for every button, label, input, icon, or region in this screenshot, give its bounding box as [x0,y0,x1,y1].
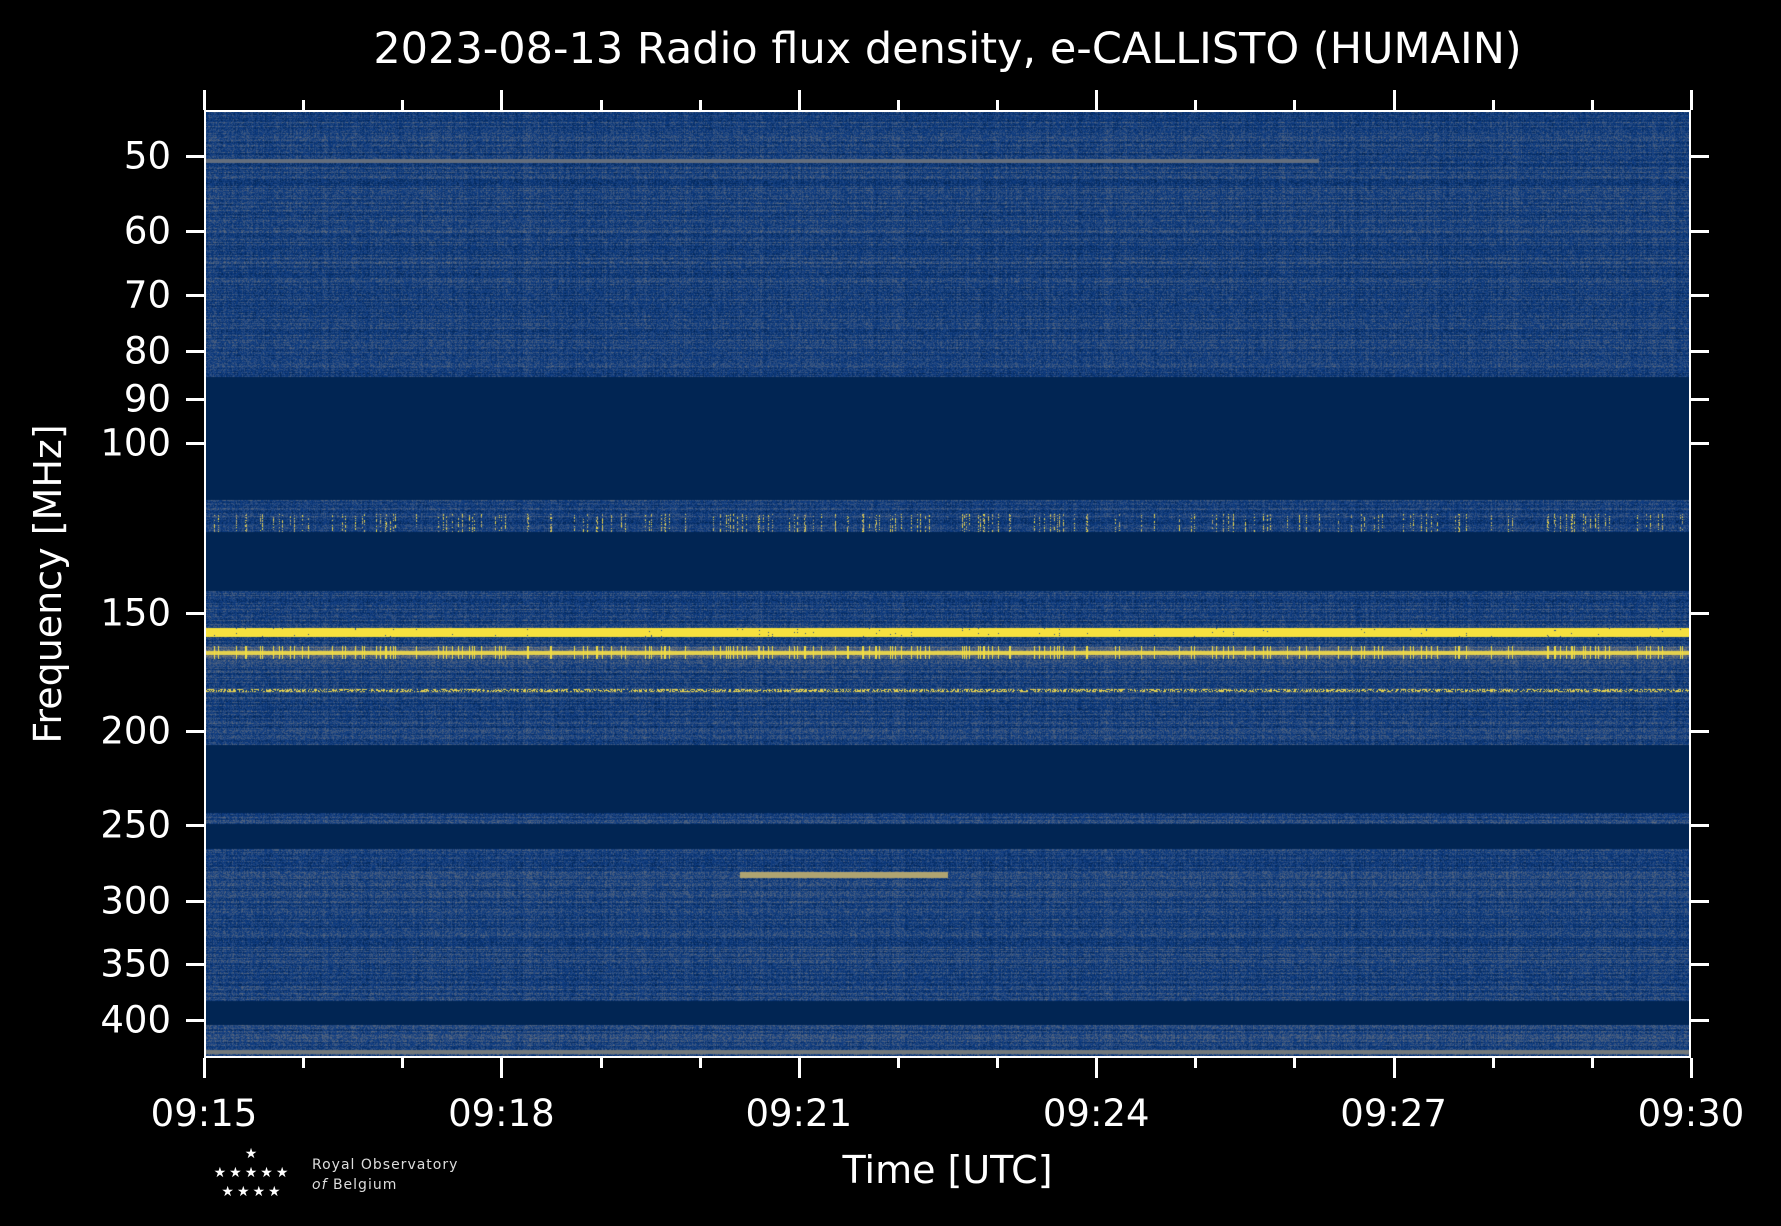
y-tick-mark-right [1691,442,1709,445]
x-tick-mark [797,1058,801,1078]
x-tick-mark [896,1058,900,1068]
logo-line2: Belgium [332,1177,398,1193]
y-tick-mark [186,1019,204,1022]
y-tick-label: 60 [123,209,171,253]
x-tick-mark [203,1058,206,1078]
y-tick-label: 400 [100,998,171,1042]
chart-title: 2023-08-13 Radio flux density, e-CALLIST… [373,24,1522,74]
x-tick-mark [698,1058,702,1068]
y-tick-mark-right [1691,350,1709,353]
y-tick-label: 80 [123,329,171,373]
y-tick-label: 200 [100,709,171,753]
y-tick-mark-right [1691,963,1709,966]
y-tick-label: 150 [100,591,171,635]
x-tick-label: 09:24 [1042,1092,1150,1135]
x-tick-mark-top [599,100,603,110]
y-tick-mark [186,230,204,233]
x-tick-mark [599,1058,603,1068]
x-tick-label: 09:30 [1637,1092,1745,1135]
y-tick-label: 90 [123,377,171,421]
x-tick-label: 09:21 [745,1092,853,1135]
y-tick-mark-right [1691,730,1709,733]
y-tick-mark-right [1691,230,1709,233]
y-tick-mark-right [1691,294,1709,297]
y-tick-mark [186,398,204,401]
x-tick-mark [1491,1058,1495,1068]
x-tick-mark-top [1392,90,1396,110]
x-tick-mark-top [203,90,206,110]
x-tick-label: 09:15 [150,1092,258,1135]
x-tick-mark [401,1058,405,1068]
y-tick-mark [186,730,204,733]
x-tick-label: 09:18 [448,1092,555,1135]
x-tick-mark-top [401,100,405,110]
y-tick-label: 350 [100,942,171,986]
y-tick-mark [186,612,204,615]
x-tick-mark-top [1491,100,1495,110]
x-tick-mark-top [1590,100,1594,110]
y-tick-mark [186,350,204,353]
x-tick-mark-top [1095,90,1099,110]
spectrogram-heatmap [206,112,1689,1056]
y-tick-mark [186,900,204,903]
x-tick-mark [1690,1058,1693,1078]
y-tick-mark-right [1691,612,1709,615]
x-tick-mark [1095,1058,1099,1078]
x-tick-mark-top [896,100,900,110]
y-tick-mark-right [1691,824,1709,827]
y-tick-mark [186,294,204,297]
x-tick-mark [1194,1058,1198,1068]
x-tick-mark-top [500,90,504,110]
x-tick-mark [996,1058,1000,1068]
x-tick-label: 09:27 [1340,1092,1447,1135]
y-tick-mark-right [1691,1019,1709,1022]
x-tick-mark-top [302,100,306,110]
x-tick-mark [500,1058,504,1078]
stars-icon: ★ ★★★★★ ★★★★ [213,1146,292,1200]
y-axis-label: Frequency [MHz] [26,424,70,744]
y-tick-mark [186,155,204,158]
x-tick-mark [302,1058,306,1068]
y-tick-label: 300 [100,879,171,923]
x-tick-mark-top [1293,100,1297,110]
x-tick-mark-top [698,100,702,110]
plot-frame [204,110,1691,1058]
y-tick-mark [186,963,204,966]
x-tick-mark-top [1194,100,1198,110]
y-tick-mark-right [1691,398,1709,401]
x-tick-mark [1590,1058,1594,1068]
x-tick-mark-top [996,100,1000,110]
y-tick-label: 250 [100,803,171,847]
x-axis-label: Time [UTC] [842,1148,1053,1192]
x-tick-mark-top [797,90,801,110]
y-tick-mark [186,824,204,827]
y-tick-mark [186,442,204,445]
y-tick-mark-right [1691,900,1709,903]
y-tick-label: 50 [123,134,171,178]
y-tick-label: 100 [100,421,171,465]
logo-line1: Royal Observatory [312,1157,459,1173]
y-tick-label: 70 [123,273,171,317]
x-tick-mark-top [1690,90,1693,110]
logo-of: of [312,1177,328,1193]
x-tick-mark [1293,1058,1297,1068]
y-tick-mark-right [1691,155,1709,158]
x-tick-mark [1392,1058,1396,1078]
